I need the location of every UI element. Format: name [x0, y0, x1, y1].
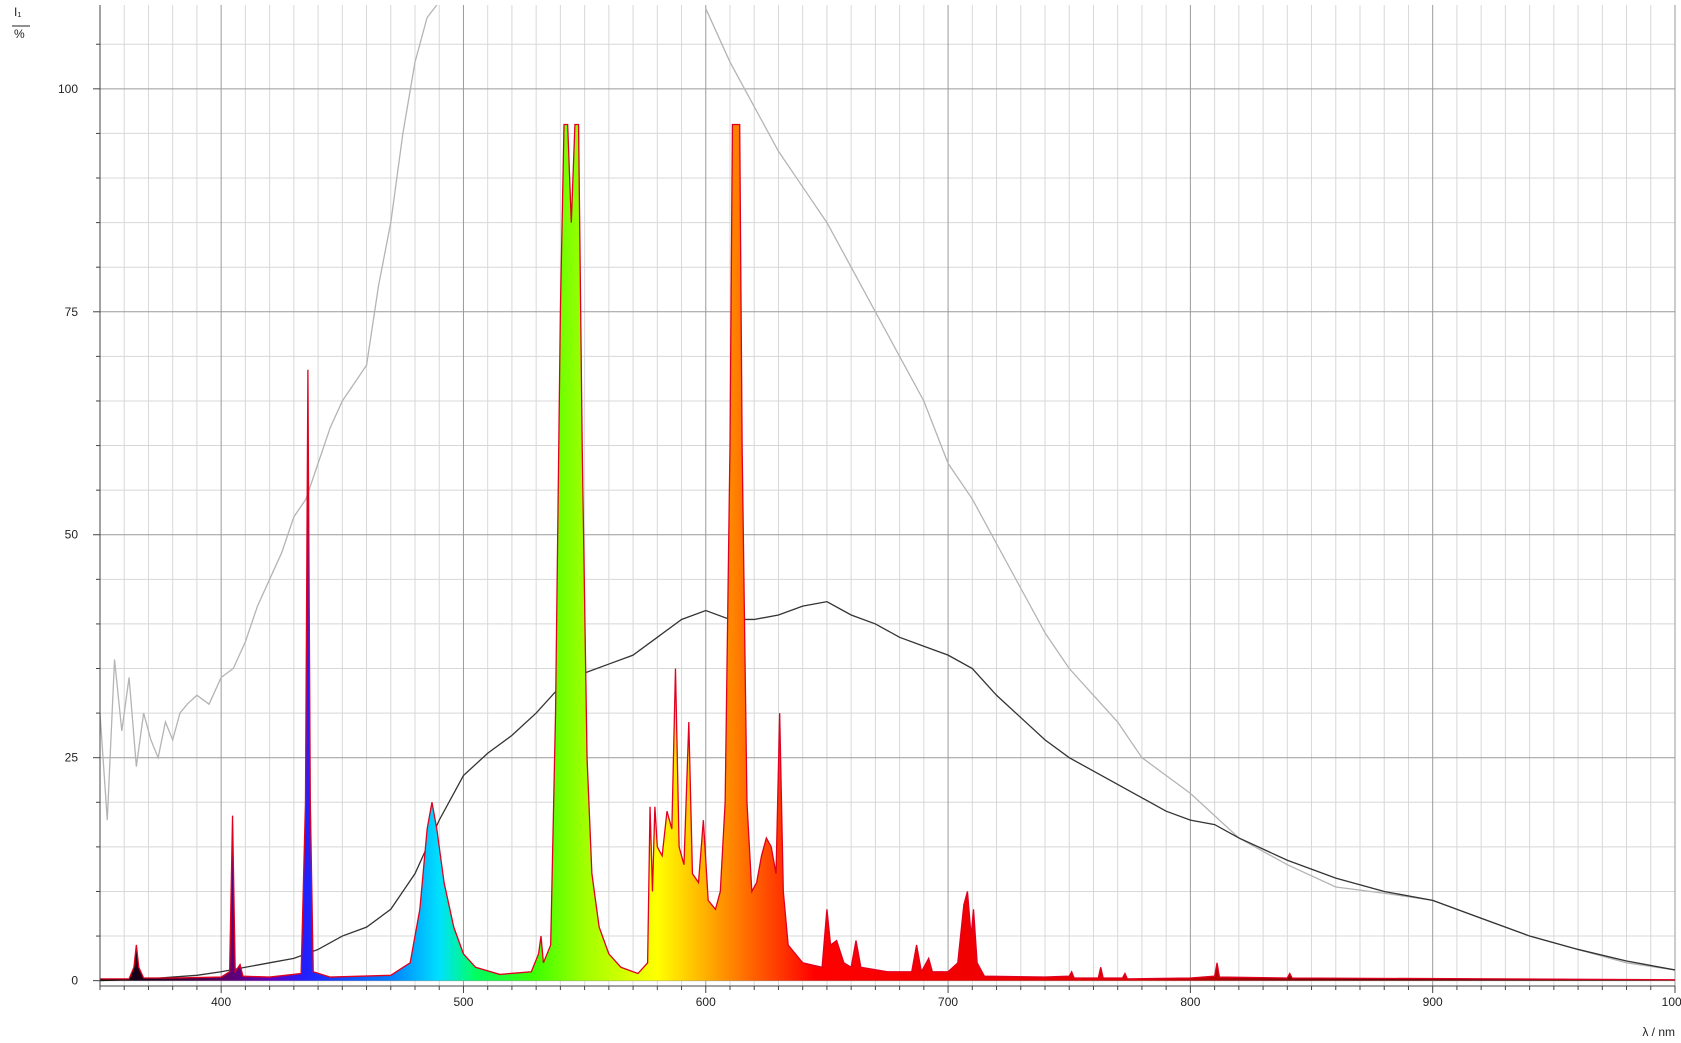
series-line — [100, 600, 1675, 982]
grid — [99, 5, 1676, 986]
x-tick-label: 500 — [453, 995, 473, 1009]
x-tick-label: 600 — [696, 995, 716, 1009]
y-tick-label: 75 — [65, 305, 79, 319]
y-tick-label: 100 — [58, 82, 78, 96]
y-axis-unit: % — [14, 27, 25, 41]
series-line — [100, 5, 1675, 971]
x-tick-label: 400 — [211, 995, 231, 1009]
series-line — [100, 123, 1675, 981]
y-tick-label: 50 — [65, 528, 79, 542]
plot-area — [100, 5, 1675, 982]
x-axis-label: λ / nm — [1642, 1025, 1675, 1039]
y-tick-label: 25 — [65, 751, 79, 765]
x-tick-label: 700 — [938, 995, 958, 1009]
y-tick-label: 0 — [71, 974, 78, 988]
spectrum-area — [100, 124, 1675, 981]
y-axis-label: I₁ — [14, 5, 21, 19]
x-tick-label: 800 — [1180, 995, 1200, 1009]
x-tick-label: 900 — [1423, 995, 1443, 1009]
